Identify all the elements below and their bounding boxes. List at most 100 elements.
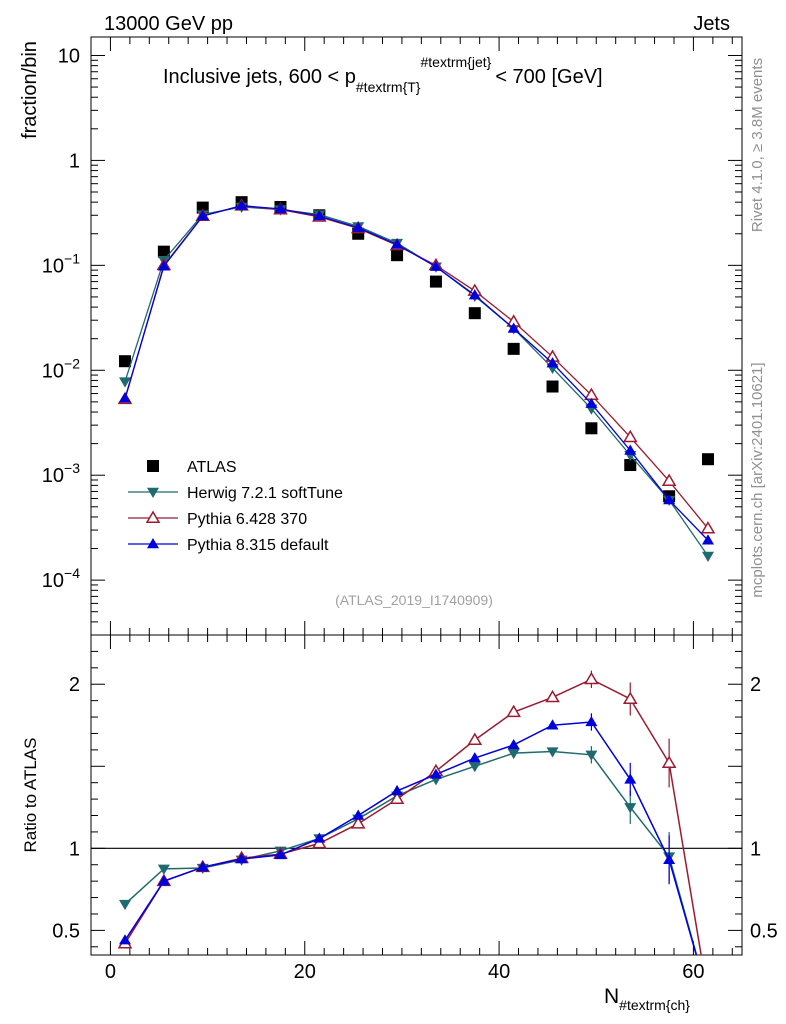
x-axis-label-sub: #textrm{ch} — [619, 997, 690, 1013]
main-series-point — [661, 473, 677, 486]
ratio-series-point — [196, 861, 209, 872]
main-series-point — [429, 260, 442, 271]
main-series-point — [468, 289, 481, 300]
main-y-tick-base: 10 — [42, 255, 64, 277]
analysis-watermark: (ATLAS_2019_I1740909) — [335, 592, 493, 608]
main-y-tick-exponent: −4 — [64, 565, 80, 581]
main-series-point — [468, 307, 481, 320]
main-y-tick-base: 10 — [42, 570, 64, 592]
main-y-axis-label: fraction/bin — [19, 41, 41, 139]
x-tick-label: 0 — [105, 961, 116, 983]
main-series-point — [700, 521, 716, 534]
main-y-tick-base: 10 — [42, 465, 64, 487]
ratio-series-point — [119, 934, 132, 945]
title-subscript: #textrm{T} — [356, 79, 421, 95]
main-series-point — [622, 429, 638, 443]
legend-marker — [145, 510, 161, 523]
main-series-point — [546, 380, 559, 393]
legend-label: Pythia 6.428 370 — [187, 511, 307, 528]
ratio-series-point — [507, 738, 520, 750]
main-series-point — [585, 397, 598, 408]
ratio-y-tick-label-right: 1 — [750, 838, 761, 860]
main-series-point — [274, 202, 287, 214]
main-series-point — [196, 210, 209, 221]
main-series-point — [391, 238, 404, 249]
ratio-series-point — [585, 715, 598, 727]
legend-marker — [147, 538, 159, 549]
main-series-point — [157, 245, 170, 258]
ratio-series-line — [124, 750, 698, 955]
main-series-point — [701, 551, 714, 562]
ratio-series-point — [467, 732, 483, 745]
ratio-series-point — [274, 848, 287, 860]
main-series-point — [313, 210, 326, 221]
ratio-series-point — [157, 875, 170, 886]
x-axis-label-main: N — [604, 985, 619, 1008]
ratio-series-point — [661, 755, 677, 768]
main-series-1 — [119, 202, 714, 562]
ratio-y-tick-label: 1 — [69, 838, 80, 860]
main-series-point — [429, 275, 442, 288]
main-series-line — [124, 205, 709, 541]
x-tick-label: 60 — [682, 961, 704, 983]
ratio-series-point — [546, 747, 559, 758]
ratio-series-point — [119, 899, 132, 911]
ratio-series-point — [429, 768, 442, 779]
ratio-series-point — [624, 773, 637, 784]
x-tick-label: 20 — [294, 961, 316, 983]
main-series-point — [352, 221, 365, 232]
ratio-series-line — [124, 721, 698, 955]
main-y-tick-label: 10−1 — [42, 250, 80, 277]
ratio-series-point — [622, 691, 638, 704]
rivet-version-label: Rivet 4.1.0, ≥ 3.8M events — [749, 58, 766, 232]
main-y-tick-label: 10−4 — [42, 565, 80, 592]
ratio-series-point — [506, 704, 521, 718]
ratio-series-point — [389, 791, 405, 805]
main-series-line — [124, 206, 709, 557]
ratio-series-point — [545, 689, 560, 703]
x-tick-label: 40 — [488, 961, 510, 983]
ratio-series-point — [157, 864, 170, 875]
main-y-tick-label: 10−2 — [42, 355, 80, 382]
ratio-series-point — [507, 748, 520, 760]
main-series-3 — [119, 199, 714, 545]
legend-label: ATLAS — [187, 459, 237, 476]
main-y-tick-base: 10 — [42, 360, 64, 382]
mcplots-label: mcplots.cern.ch [arXiv:2401.10621] — [749, 362, 766, 597]
main-y-tick-label: 1 — [69, 150, 80, 172]
ratio-series-point — [663, 853, 676, 865]
legend-marker — [147, 460, 159, 472]
main-series-point — [663, 494, 676, 505]
main-y-tick-label: 10−3 — [42, 460, 80, 487]
ratio-series-point — [468, 762, 481, 773]
main-series-point — [157, 260, 170, 271]
main-series-point — [701, 534, 714, 545]
ratio-series-point — [352, 809, 365, 820]
main-plot-title: Inclusive jets, 600 < p#textrm{T} #textrm… — [163, 54, 603, 95]
title-superscript: #textrm{jet} — [420, 54, 491, 70]
main-y-tick-label: 10 — [58, 45, 80, 67]
header-right-label: Jets — [693, 13, 730, 35]
main-series-point — [624, 459, 637, 472]
main-series-point — [507, 322, 520, 333]
main-series-point — [624, 444, 637, 455]
main-series-point — [546, 357, 559, 368]
ratio-series-line — [124, 678, 702, 955]
ratio-y-tick-label-right: 0.5 — [750, 920, 778, 942]
main-series-point — [585, 422, 598, 435]
legend-label: Pythia 8.315 default — [187, 537, 329, 554]
ratio-y-tick-label: 2 — [69, 674, 80, 696]
ratio-series-point — [624, 803, 637, 814]
ratio-y-tick-label: 0.5 — [52, 920, 80, 942]
main-y-tick-exponent: −2 — [64, 355, 80, 371]
ratio-series-1 — [117, 670, 702, 955]
main-series-point — [235, 199, 248, 210]
main-series-point — [701, 453, 714, 466]
main-y-tick-exponent: −3 — [64, 460, 80, 476]
x-axis-label: N#textrm{ch} — [604, 985, 690, 1013]
main-series-point — [119, 355, 132, 368]
ratio-series-point — [585, 750, 598, 761]
title-pre: Inclusive jets, 600 < p — [163, 66, 356, 88]
main-series-point — [391, 249, 404, 262]
legend-marker — [147, 487, 159, 498]
